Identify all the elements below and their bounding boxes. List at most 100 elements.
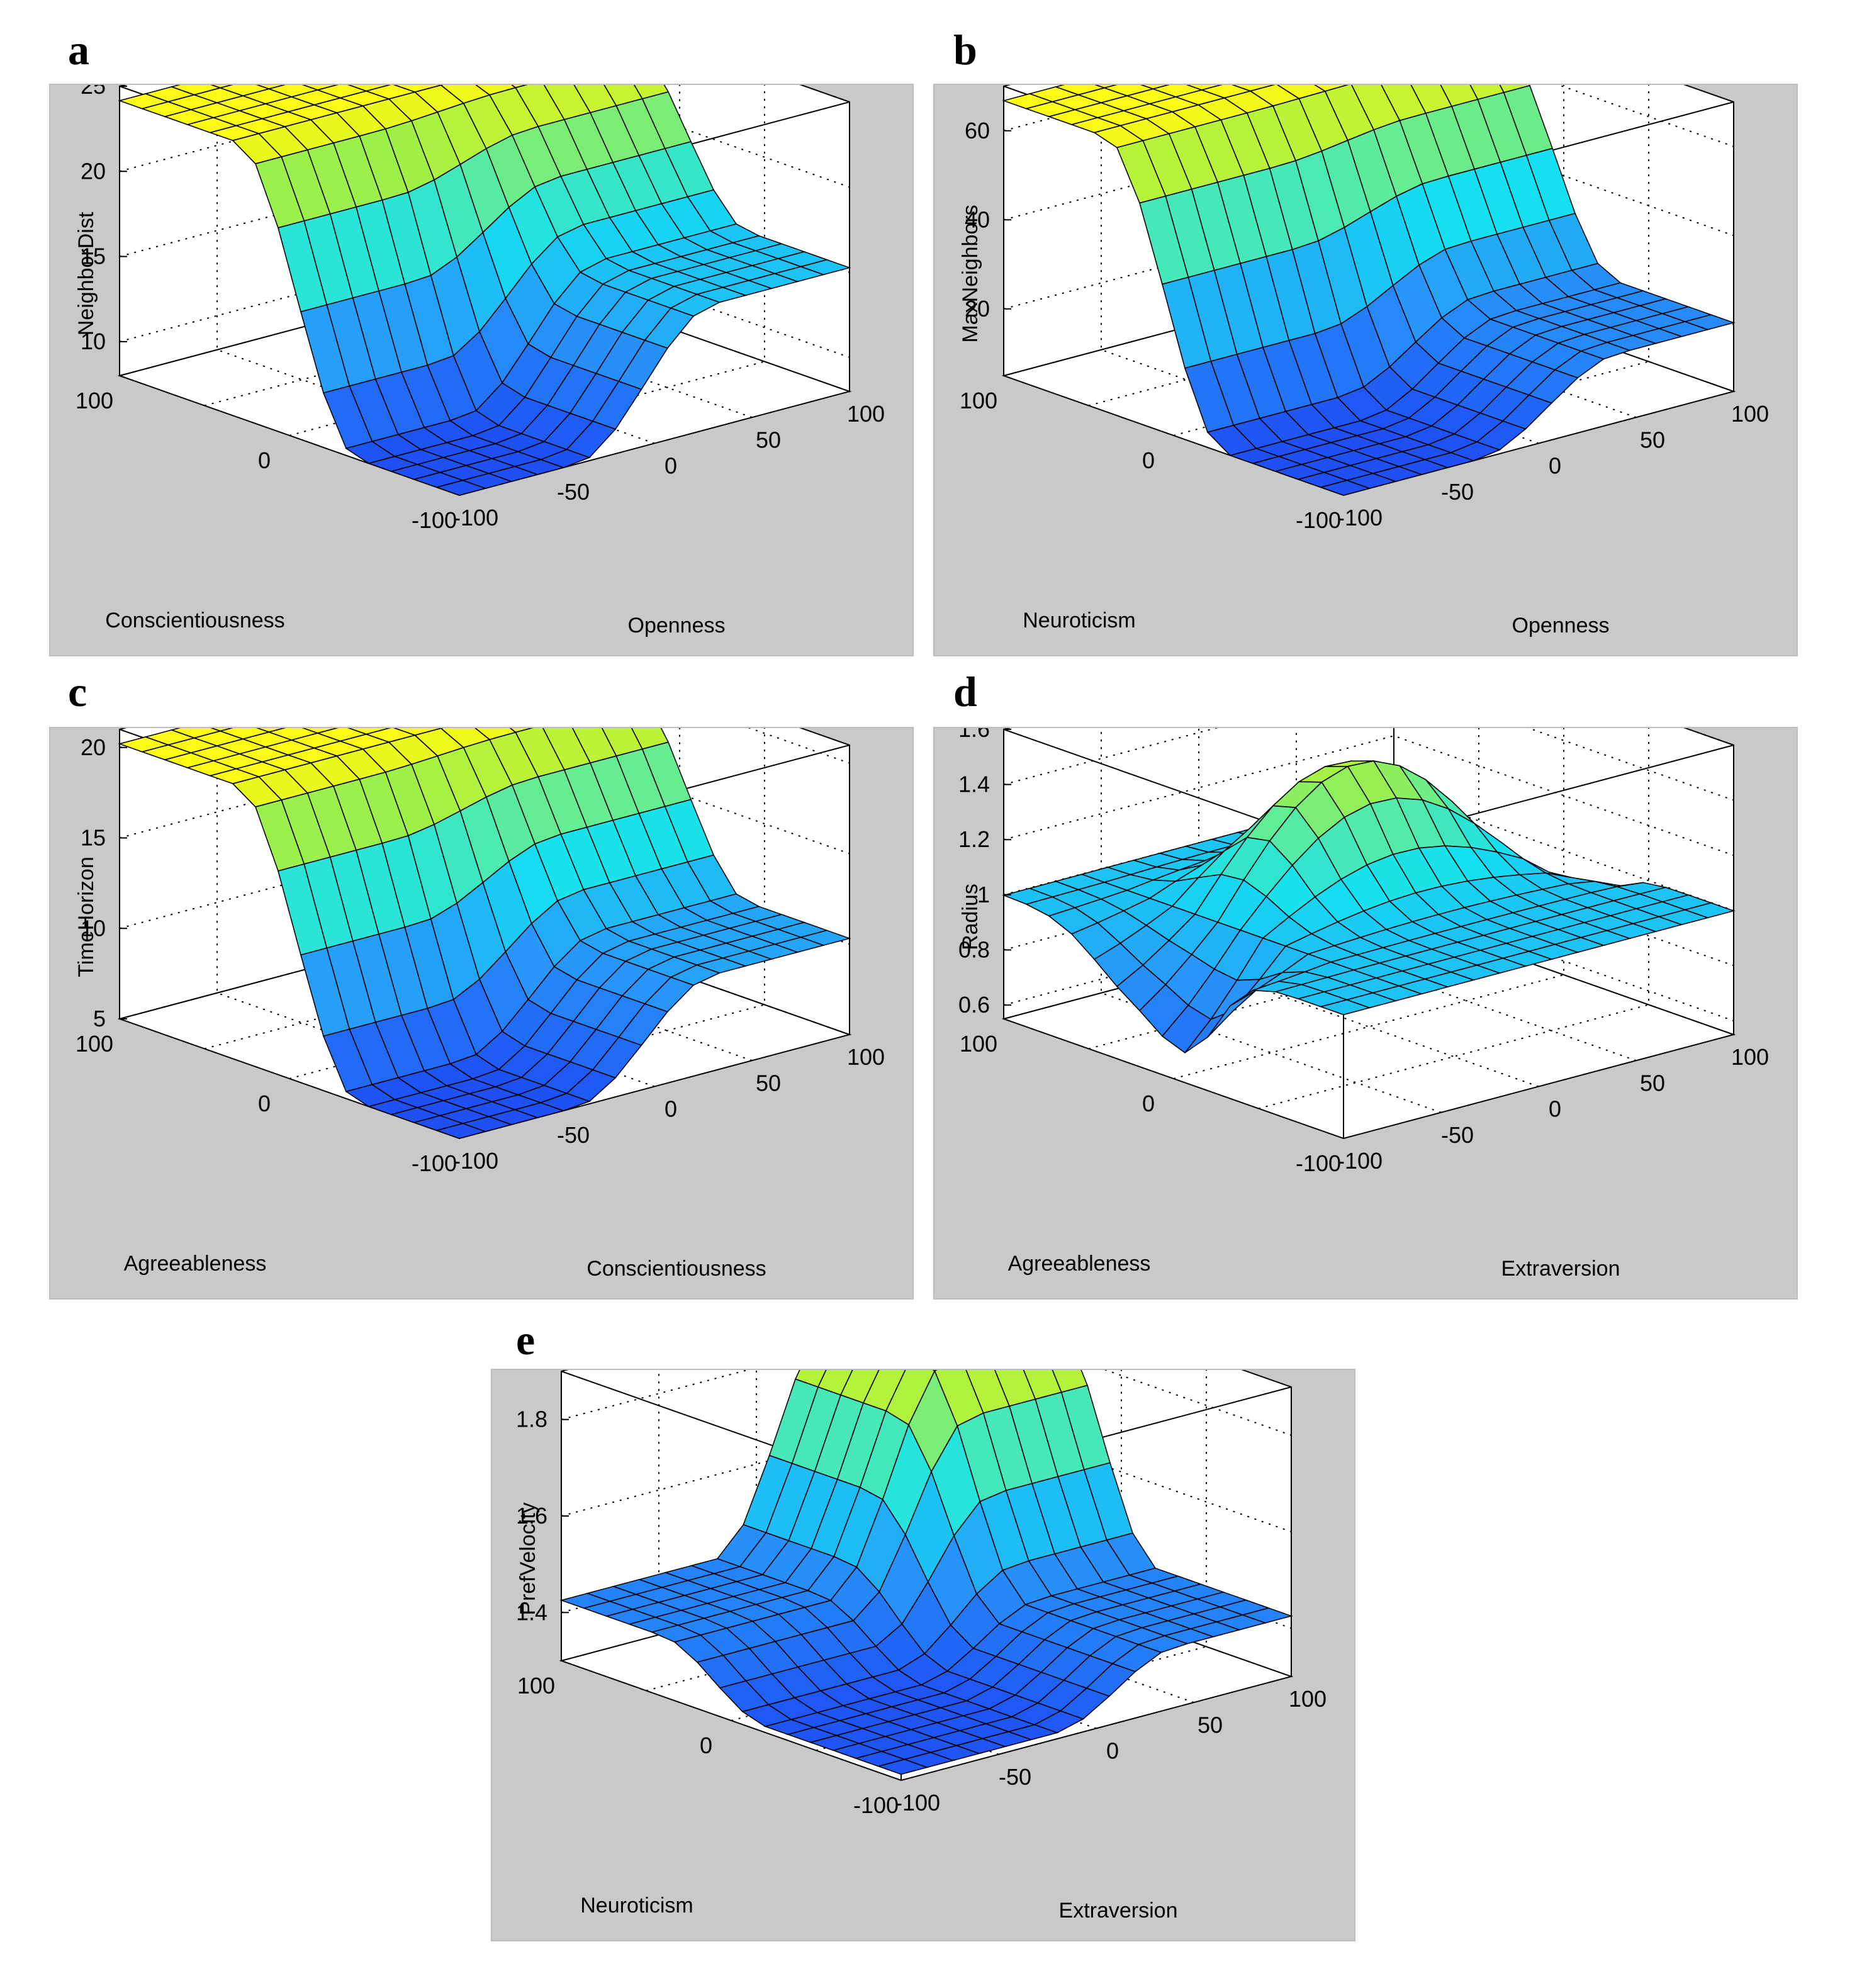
z-tick-label: 20	[965, 296, 990, 322]
z-tick-label: 25	[81, 85, 106, 99]
z-tick-label: 1.6	[958, 728, 990, 742]
z-tick-label: 1.2	[958, 826, 990, 852]
y-tick-label: 50	[1640, 1070, 1665, 1096]
y-tick-label: 0	[665, 453, 677, 479]
y-tick-label: -50	[999, 1764, 1031, 1790]
surface-plot-e: 1.41.61.81000-100-100-50050100PrefVeloci…	[516, 1370, 1327, 1923]
tick-labels: 1.4 1.6 1.8 100 0 -100-100 -50 0 50 100	[516, 1407, 1327, 1818]
y-tick-label: -100	[1337, 1148, 1383, 1174]
x-tick-label: -100	[412, 1150, 457, 1176]
y-tick-label: 100	[1731, 1044, 1769, 1070]
surface-panel-d: 0.6 0.8 1 1.2 1.4 1.6 100 0 -100 -100 -50 0 50 100 Rad…	[933, 727, 1798, 1300]
y-tick-label: -100	[453, 1148, 498, 1174]
y-tick-label: 50	[1198, 1712, 1223, 1738]
panel-label-d: d	[953, 668, 977, 716]
surface-patch	[210, 728, 233, 732]
x-gridline	[1258, 728, 1649, 1109]
surface-plot-d: 0.60.811.21.41.61000-100-100-50050100Rad…	[958, 728, 1769, 1281]
x-tick-label: 100	[76, 1031, 113, 1057]
x-tick-label: -100	[1296, 507, 1341, 533]
y-axis-label: Openness	[628, 614, 726, 637]
panel-label-b: b	[953, 26, 977, 74]
y-tick-label: 50	[1640, 427, 1665, 452]
surface-mesh	[118, 728, 851, 1139]
z-axis-label: PrefVelocity	[516, 1502, 540, 1615]
x-axis-label: Conscientiousness	[105, 609, 284, 632]
z-tick-label: 40	[965, 206, 990, 232]
surface-plot-a: 101520251000-100-100-50050100NeighborDis…	[74, 85, 885, 637]
z-tick-label: 0.8	[958, 936, 990, 962]
surface-plot-b: 20 40 60 100 0 -100-100 -50 0 50 100 MaxNeighbors N…	[958, 85, 1769, 637]
surface-mesh	[118, 85, 851, 496]
z-tick-label: 0.6	[958, 992, 990, 1018]
surface-patch	[1319, 480, 1372, 496]
panel-label-e: e	[516, 1316, 536, 1364]
surface-patch	[1094, 85, 1118, 89]
z-tick-label: 20	[81, 158, 106, 184]
x-tick-label: 100	[76, 388, 113, 413]
y-tick-label: -50	[1441, 479, 1474, 505]
surface-mesh	[559, 1370, 1293, 1775]
y-axis-label: Openness	[1512, 614, 1610, 637]
x-gridline	[1258, 85, 1649, 466]
y-tick-label: 50	[756, 1070, 781, 1096]
axis-labels: MaxNeighbors Neuroticism Openness	[958, 205, 1610, 637]
surface-patch	[877, 1758, 929, 1775]
tick-labels: 0.6 0.8 1 1.2 1.4 1.6 100 0 -100-100 -50 0 50 100	[958, 728, 1769, 1176]
x-gridline	[816, 1370, 1207, 1751]
surface-patch	[1319, 999, 1372, 1016]
z-tick-label: 15	[81, 825, 106, 851]
tick-labels: 5 10 15 20 100 0 -100-100 -50 0 50 100	[76, 734, 885, 1176]
x-tick-label: 100	[517, 1673, 555, 1699]
panel-label-c: c	[68, 668, 87, 716]
axis-labels: NeighborDist Conscientiousness Openness	[74, 211, 726, 637]
y-tick-label: 50	[756, 427, 781, 452]
z-tick-label: 1.4	[958, 772, 990, 797]
panel-label-a: a	[68, 26, 89, 74]
z-axis-label: MaxNeighbors	[958, 205, 982, 342]
z-tick-label: 5	[93, 1006, 106, 1031]
x-gridline	[374, 85, 765, 466]
x-tick-label: -100	[412, 507, 457, 533]
z-tick-label: 20	[81, 734, 106, 760]
surface-patch	[1140, 85, 1170, 90]
y-tick-label: -50	[557, 1122, 590, 1148]
surface-plot-c: 5 10 15 20 100 0 -100-100 -50 0 50 100 TimeHorizon A…	[74, 728, 885, 1281]
y-tick-label: 100	[1289, 1686, 1327, 1712]
axis-labels: PrefVelocity Neuroticism Extraversion	[516, 1502, 1177, 1923]
surface-panel-b: 20 40 60 100 0 -100 -100 -50 0 50 100 MaxNeighbors N…	[933, 84, 1798, 656]
x-gridline	[1088, 728, 1479, 1050]
x-tick-label: 100	[960, 1031, 997, 1057]
x-gridline	[374, 728, 765, 1109]
y-tick-label: -100	[895, 1790, 940, 1816]
z-tick-label: 1.4	[516, 1599, 547, 1625]
x-axis-label: Agreeableness	[124, 1252, 267, 1276]
z-tick-label: 10	[81, 329, 106, 354]
z-tick-label: 1.8	[516, 1407, 547, 1432]
x-tick-label: 100	[960, 388, 997, 413]
x-axis-label: Neuroticism	[580, 1894, 693, 1918]
y-tick-label: -100	[453, 505, 498, 531]
tick-labels: 10 15 20 25 100 0 -100-100 -50 0 50 100	[76, 85, 885, 533]
tick-labels: 20 40 60 100 0 -100-100 -50 0 50 100	[960, 118, 1769, 533]
axis-labels: TimeHorizon Agreeableness Conscientiousnes…	[74, 856, 766, 1281]
x-tick-label: 0	[700, 1732, 712, 1758]
y-tick-label: -50	[1441, 1122, 1474, 1148]
x-axis-label: Neuroticism	[1023, 609, 1135, 632]
y-tick-label: 0	[1106, 1738, 1119, 1764]
surface-patch	[435, 480, 488, 496]
z-axis-label: Radius	[958, 884, 982, 950]
surface-panel-a: 10 15 20 25 100 0 -100 -100 -50 0 50 100 NeighborDis…	[49, 84, 914, 656]
x-tick-label: 0	[258, 447, 271, 473]
y-tick-label: 100	[1731, 401, 1769, 427]
y-axis-label: Extraversion	[1059, 1899, 1178, 1923]
surface-patch	[255, 85, 286, 90]
x-tick-label: 0	[1142, 1091, 1155, 1116]
x-tick-label: -100	[1296, 1150, 1341, 1176]
x-gridline	[1173, 728, 1564, 1079]
z-tick-label: 1	[977, 882, 990, 907]
y-tick-label: -50	[557, 479, 590, 505]
z-axis-label: TimeHorizon	[74, 856, 98, 977]
surface-patch	[210, 85, 233, 89]
y-tick-label: -100	[1337, 505, 1383, 531]
